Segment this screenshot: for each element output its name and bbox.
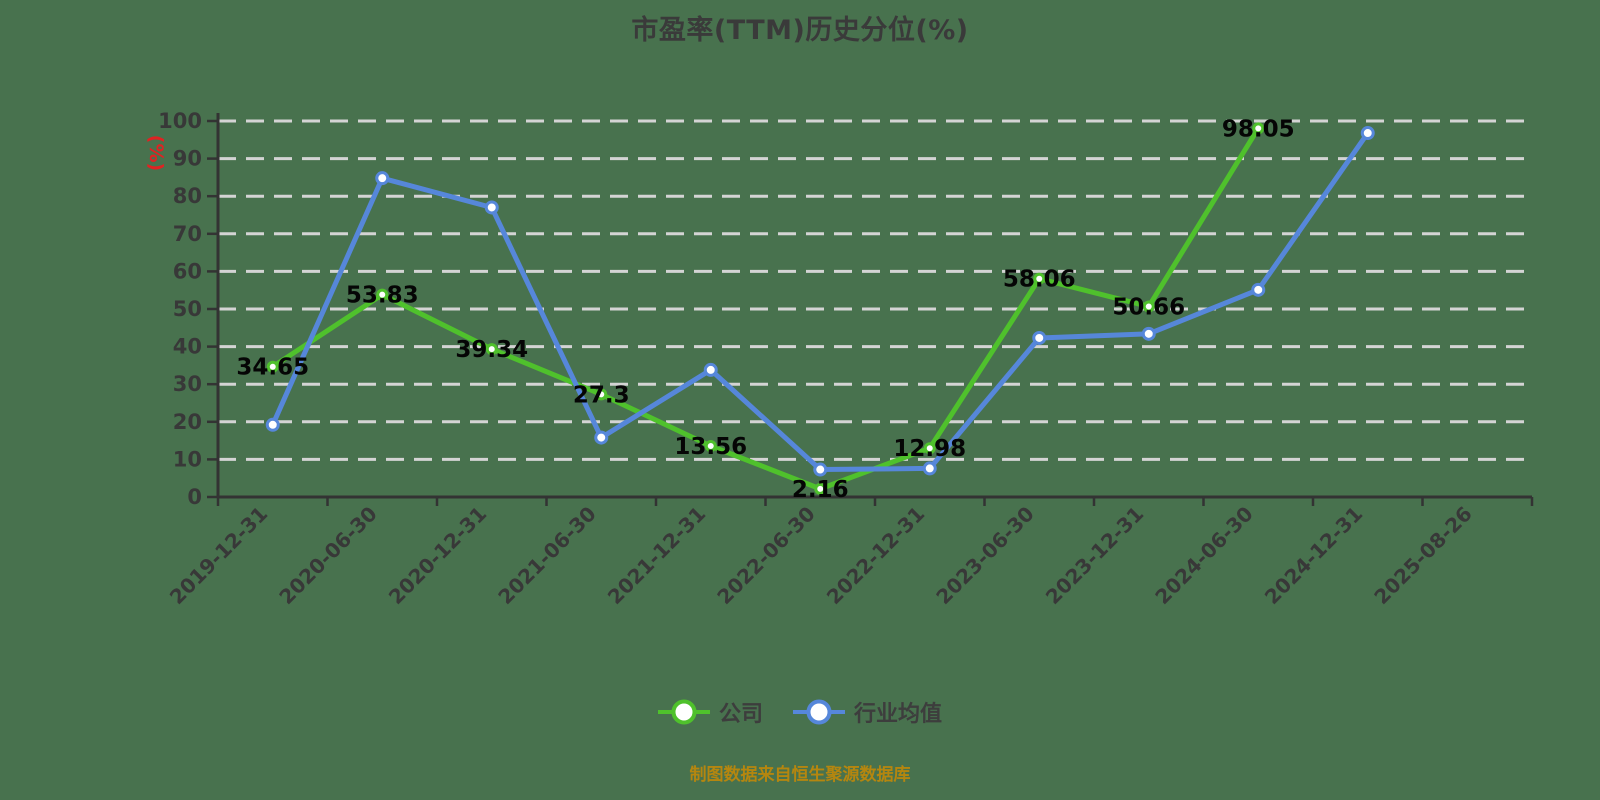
data-point-company[interactable]: [1033, 272, 1046, 285]
x-tick-label: 2022-06-30: [712, 502, 819, 609]
value-label-company: 50.66: [1112, 295, 1185, 321]
x-tick-label: 2024-06-30: [1150, 502, 1257, 609]
plot-area: 0 10 20 30 40 50 60 70 80 90 100 2019-12-31 2020-06-…: [158, 109, 1534, 609]
value-label-company: 53.83: [346, 283, 419, 309]
y-tick-label: 40: [173, 335, 202, 359]
x-tick-label: 2020-06-30: [274, 502, 381, 609]
x-tick-label: 2020-12-31: [384, 502, 491, 609]
x-tick-label: 2022-12-31: [822, 502, 929, 609]
data-source-caption: 制图数据来自恒生聚源数据库: [689, 765, 911, 785]
data-point-industry-average[interactable]: [1141, 326, 1156, 341]
data-point-industry-average[interactable]: [484, 200, 499, 215]
data-point-industry-average[interactable]: [594, 430, 609, 445]
data-point-company[interactable]: [595, 388, 608, 401]
x-tick-label: 2021-06-30: [493, 502, 600, 609]
legend-item-industry-average[interactable]: 行业均值: [793, 696, 942, 728]
x-tick-label: 2023-12-31: [1041, 502, 1148, 609]
series-line-industry-average: [270, 130, 1371, 473]
y-tick-label: 100: [158, 109, 202, 133]
data-point-company[interactable]: [923, 442, 936, 455]
data-point-industry-average[interactable]: [265, 417, 280, 432]
data-point-company[interactable]: [1142, 300, 1155, 313]
y-tick-label: 0: [187, 485, 202, 509]
data-point-industry-average[interactable]: [813, 462, 828, 477]
y-tick-label: 10: [173, 447, 202, 471]
company-series-marker-icon: [657, 699, 710, 725]
x-tick-label: 2023-06-30: [931, 502, 1038, 609]
y-tick-label: 20: [173, 410, 202, 434]
x-tick-label: 2021-12-31: [603, 502, 710, 609]
data-point-company[interactable]: [1252, 122, 1265, 135]
value-label-company: 98.05: [1222, 116, 1295, 142]
data-point-industry-average[interactable]: [1032, 330, 1047, 345]
data-point-industry-average[interactable]: [1251, 282, 1266, 297]
value-label-company: 39.34: [455, 337, 528, 363]
x-tick-label: 2019-12-31: [165, 502, 272, 609]
y-tick-label: 90: [173, 147, 202, 171]
value-label-company: 34.65: [236, 355, 309, 381]
data-point-company[interactable]: [704, 440, 717, 453]
value-label-company: 27.3: [573, 382, 630, 408]
value-label-company: 12.98: [893, 436, 966, 462]
y-tick-label: 80: [173, 184, 202, 208]
value-label-company: 13.56: [674, 434, 747, 460]
data-point-industry-average[interactable]: [922, 461, 937, 476]
data-point-company[interactable]: [376, 288, 389, 301]
legend-item-company[interactable]: 公司: [657, 696, 763, 728]
legend: 公司 行业均值: [0, 696, 1600, 728]
y-tick-label: 50: [173, 297, 202, 321]
y-tick-label: 30: [173, 372, 202, 396]
data-point-company[interactable]: [485, 343, 498, 356]
value-label-company: 2.16: [792, 477, 849, 503]
x-tick-label: 2024-12-31: [1260, 502, 1367, 609]
series-line-company: [270, 125, 1261, 492]
data-point-industry-average[interactable]: [375, 171, 390, 186]
chart-title: 市盈率(TTM)历史分位(%): [631, 15, 969, 46]
y-tick-label: 60: [173, 259, 202, 283]
x-tick-label: 2025-08-26: [1369, 502, 1476, 609]
legend-label-industry-average: 行业均值: [854, 702, 943, 727]
data-point-company[interactable]: [266, 360, 279, 373]
data-point-industry-average[interactable]: [1360, 126, 1375, 141]
y-tick-label: 70: [173, 222, 202, 246]
legend-label-company: 公司: [718, 702, 763, 727]
industry-series-marker-icon: [793, 699, 845, 725]
data-point-industry-average[interactable]: [703, 362, 718, 377]
value-label-company: 58.06: [1003, 267, 1076, 293]
data-point-company[interactable]: [814, 482, 827, 495]
